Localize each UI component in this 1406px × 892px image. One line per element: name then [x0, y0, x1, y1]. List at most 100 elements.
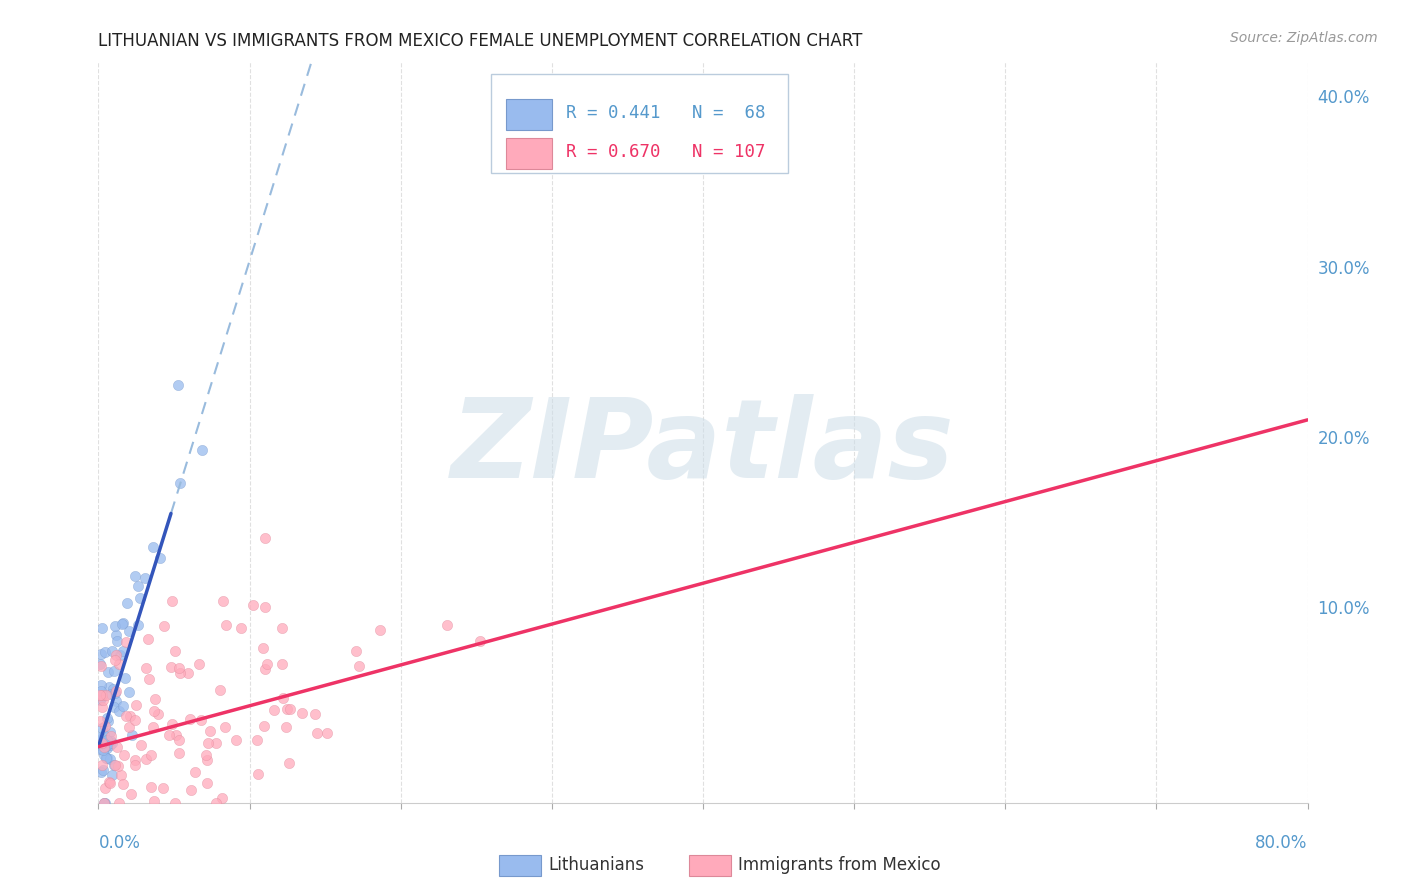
Point	[142, 794, 165, 808]
Point	[135, 661, 157, 675]
Point	[180, 783, 202, 797]
Point	[246, 733, 269, 747]
Point	[93, 728, 115, 742]
Point	[368, 624, 391, 638]
Point	[142, 541, 165, 555]
Point	[127, 579, 149, 593]
Point	[305, 725, 328, 739]
Point	[90, 722, 112, 736]
Point	[184, 764, 207, 779]
FancyBboxPatch shape	[492, 73, 787, 173]
Point	[149, 551, 172, 566]
Point	[89, 741, 111, 756]
Point	[153, 619, 176, 633]
Point	[160, 717, 183, 731]
Point	[91, 743, 114, 757]
Point	[111, 777, 134, 791]
Point	[167, 746, 190, 760]
Point	[148, 707, 170, 722]
Point	[107, 759, 129, 773]
Point	[344, 644, 367, 658]
Point	[90, 688, 112, 702]
Point	[169, 666, 191, 681]
Point	[98, 752, 121, 766]
Point	[97, 714, 120, 729]
Point	[205, 796, 228, 810]
Point	[103, 700, 125, 714]
Point	[470, 633, 492, 648]
Point	[90, 700, 112, 714]
Point	[118, 624, 141, 639]
Text: 0.0%: 0.0%	[98, 834, 141, 852]
Point	[124, 757, 146, 772]
Point	[157, 729, 180, 743]
Point	[211, 594, 233, 608]
Point	[90, 736, 112, 750]
Point	[91, 621, 114, 635]
Point	[89, 693, 111, 707]
Point	[163, 796, 186, 810]
Point	[98, 724, 121, 739]
Point	[139, 747, 162, 762]
Point	[167, 733, 190, 747]
Point	[93, 740, 115, 755]
Point	[105, 648, 128, 662]
Point	[94, 739, 117, 753]
Point	[169, 476, 191, 491]
Point	[190, 442, 212, 457]
Point	[96, 750, 118, 764]
Point	[165, 729, 187, 743]
Point	[89, 738, 111, 752]
Point	[115, 635, 138, 649]
Point	[89, 714, 111, 728]
Point	[89, 657, 111, 671]
Point	[93, 645, 115, 659]
Point	[195, 776, 218, 790]
Point	[165, 644, 187, 658]
Point	[89, 688, 111, 702]
Point	[90, 659, 112, 673]
Point	[160, 593, 183, 607]
Point	[273, 691, 295, 706]
Point	[127, 618, 149, 632]
Point	[112, 747, 135, 762]
Point	[98, 680, 121, 694]
Point	[115, 709, 138, 723]
Point	[143, 691, 166, 706]
Point	[90, 684, 112, 698]
Point	[98, 738, 121, 752]
Point	[167, 661, 190, 675]
Point	[89, 732, 111, 747]
Point	[108, 704, 131, 718]
Point	[263, 703, 285, 717]
Point	[253, 661, 276, 675]
Point	[198, 723, 221, 738]
Point	[111, 616, 134, 631]
Point	[214, 720, 236, 734]
Point	[252, 640, 274, 655]
Point	[167, 378, 190, 392]
Bar	[506, 99, 551, 130]
Point	[118, 709, 141, 723]
Point	[108, 648, 131, 662]
Point	[121, 728, 143, 742]
Point	[90, 765, 112, 780]
Point	[111, 699, 134, 714]
Point	[135, 752, 157, 766]
Point	[96, 750, 118, 764]
Point	[96, 741, 118, 756]
Point	[93, 796, 115, 810]
Point	[124, 713, 146, 727]
Point	[100, 733, 122, 747]
Point	[160, 660, 183, 674]
Point	[242, 598, 264, 612]
Text: LITHUANIAN VS IMMIGRANTS FROM MEXICO FEMALE UNEMPLOYMENT CORRELATION CHART: LITHUANIAN VS IMMIGRANTS FROM MEXICO FEM…	[98, 32, 863, 50]
Point	[205, 736, 228, 750]
Point	[93, 719, 115, 733]
Point	[187, 657, 209, 672]
Text: ZIPatlas: ZIPatlas	[451, 394, 955, 501]
Point	[270, 657, 292, 671]
Point	[247, 766, 270, 780]
Point	[104, 693, 127, 707]
Point	[316, 725, 339, 739]
